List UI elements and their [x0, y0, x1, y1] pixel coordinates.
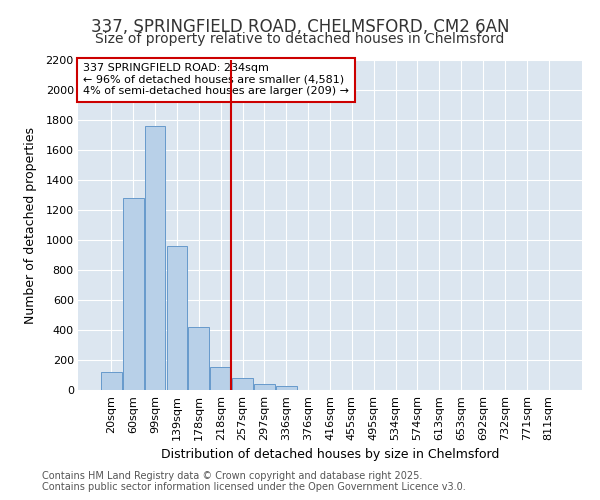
Bar [210, 367, 231, 390]
Bar [232, 378, 253, 390]
Bar [254, 384, 275, 390]
Text: Contains HM Land Registry data © Crown copyright and database right 2025.
Contai: Contains HM Land Registry data © Crown c… [42, 471, 466, 492]
Bar [101, 372, 122, 390]
Text: 337 SPRINGFIELD ROAD: 234sqm
← 96% of detached houses are smaller (4,581)
4% of : 337 SPRINGFIELD ROAD: 234sqm ← 96% of de… [83, 64, 349, 96]
Bar [167, 246, 187, 390]
X-axis label: Distribution of detached houses by size in Chelmsford: Distribution of detached houses by size … [161, 448, 499, 462]
Bar [123, 198, 143, 390]
Text: Size of property relative to detached houses in Chelmsford: Size of property relative to detached ho… [95, 32, 505, 46]
Y-axis label: Number of detached properties: Number of detached properties [24, 126, 37, 324]
Bar [276, 386, 296, 390]
Text: 337, SPRINGFIELD ROAD, CHELMSFORD, CM2 6AN: 337, SPRINGFIELD ROAD, CHELMSFORD, CM2 6… [91, 18, 509, 36]
Bar [145, 126, 166, 390]
Bar [188, 327, 209, 390]
